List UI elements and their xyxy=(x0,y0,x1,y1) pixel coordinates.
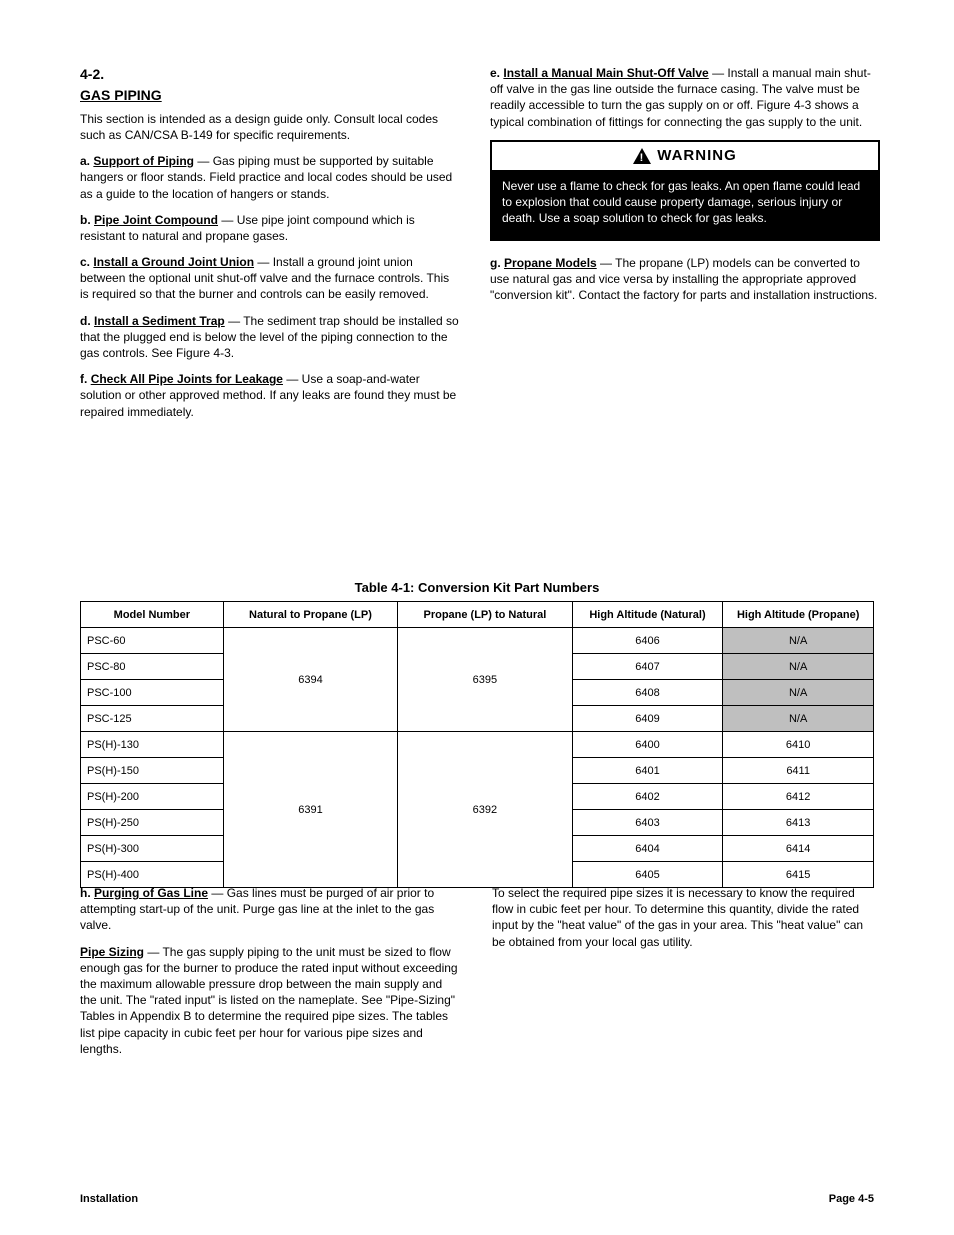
cell-model: PS(H)-300 xyxy=(81,836,224,862)
th-high-nat: High Altitude (Natural) xyxy=(572,602,723,628)
sub-g: g. Propane Models — The propane (LP) mod… xyxy=(490,255,880,304)
cell-model: PS(H)-130 xyxy=(81,732,224,758)
pipe-p2: To select the required pipe sizes it is … xyxy=(492,885,874,950)
table-body: PSC-60639463956406N/APSC-806407N/APSC-10… xyxy=(81,628,874,888)
table-header-row: Model Number Natural to Propane (LP) Pro… xyxy=(81,602,874,628)
sub-e-title: Install a Manual Main Shut-Off Valve xyxy=(503,66,708,80)
intro-para: This section is intended as a design gui… xyxy=(80,111,460,143)
warning-box: ! WARNING Never use a flame to check for… xyxy=(490,140,880,241)
cell-high-lp: N/A xyxy=(723,628,874,654)
sub-d: d. Install a Sediment Trap — The sedimen… xyxy=(80,313,460,362)
warning-label: WARNING xyxy=(657,146,737,166)
cell-model: PS(H)-250 xyxy=(81,810,224,836)
sub-f-title: Check All Pipe Joints for Leakage xyxy=(91,372,283,386)
sub-b-letter: b. xyxy=(80,213,91,227)
sub-g-title: Propane Models xyxy=(504,256,597,270)
cell-high-lp: 6412 xyxy=(723,784,874,810)
cell-high-nat: 6400 xyxy=(572,732,723,758)
sub-e: e. Install a Manual Main Shut-Off Valve … xyxy=(490,65,880,130)
sub-h-title: Purging of Gas Line xyxy=(94,886,208,900)
pipe-sizing: Pipe Sizing — The gas supply piping to t… xyxy=(80,944,462,1057)
cell-model: PS(H)-150 xyxy=(81,758,224,784)
cell-high-lp: 6414 xyxy=(723,836,874,862)
sub-c: c. Install a Ground Joint Union — Instal… xyxy=(80,254,460,303)
sub-a-title: Support of Piping xyxy=(93,154,194,168)
warning-body: Never use a flame to check for gas leaks… xyxy=(492,170,878,239)
table-title: Table 4-1: Conversion Kit Part Numbers xyxy=(80,580,874,595)
cell-high-nat: 6403 xyxy=(572,810,723,836)
sub-b-title: Pipe Joint Compound xyxy=(94,213,218,227)
right-column: e. Install a Manual Main Shut-Off Valve … xyxy=(490,65,880,313)
bottom-text: h. Purging of Gas Line — Gas lines must … xyxy=(80,885,874,1067)
sub-e-letter: e. xyxy=(490,66,500,80)
cell-high-nat: 6404 xyxy=(572,836,723,862)
warning-header: ! WARNING xyxy=(492,142,878,170)
cell-nat-to-lp: 6391 xyxy=(223,732,397,888)
footer-left: Installation xyxy=(80,1193,138,1205)
cell-high-lp: N/A xyxy=(723,654,874,680)
cell-high-lp: 6411 xyxy=(723,758,874,784)
left-column: 4-2. GAS PIPING This section is intended… xyxy=(80,65,460,430)
section-title: GAS PIPING xyxy=(80,86,460,105)
sub-d-title: Install a Sediment Trap xyxy=(94,314,225,328)
cell-model: PSC-60 xyxy=(81,628,224,654)
sub-f: f. Check All Pipe Joints for Leakage — U… xyxy=(80,371,460,420)
sub-a: a. Support of Piping — Gas piping must b… xyxy=(80,153,460,202)
sub-c-title: Install a Ground Joint Union xyxy=(93,255,254,269)
cell-high-lp: N/A xyxy=(723,680,874,706)
svg-text:!: ! xyxy=(640,152,645,164)
sub-h: h. Purging of Gas Line — Gas lines must … xyxy=(80,885,462,934)
cell-high-nat: 6405 xyxy=(572,862,723,888)
footer-right: Page 4-5 xyxy=(829,1193,874,1205)
cell-high-nat: 6401 xyxy=(572,758,723,784)
cell-model: PSC-100 xyxy=(81,680,224,706)
table-section: Table 4-1: Conversion Kit Part Numbers M… xyxy=(80,580,874,888)
th-high-lp: High Altitude (Propane) xyxy=(723,602,874,628)
sub-c-letter: c. xyxy=(80,255,90,269)
cell-lp-to-nat: 6395 xyxy=(398,628,572,732)
cell-model: PS(H)-200 xyxy=(81,784,224,810)
cell-high-nat: 6406 xyxy=(572,628,723,654)
th-nat-lp: Natural to Propane (LP) xyxy=(223,602,397,628)
cell-high-lp: 6415 xyxy=(723,862,874,888)
bottom-left: h. Purging of Gas Line — Gas lines must … xyxy=(80,885,462,1067)
cell-high-nat: 6402 xyxy=(572,784,723,810)
cell-model: PSC-125 xyxy=(81,706,224,732)
sub-d-letter: d. xyxy=(80,314,91,328)
conversion-table: Model Number Natural to Propane (LP) Pro… xyxy=(80,601,874,888)
cell-model: PS(H)-400 xyxy=(81,862,224,888)
sub-b: b. Pipe Joint Compound — Use pipe joint … xyxy=(80,212,460,244)
cell-high-nat: 6408 xyxy=(572,680,723,706)
section-number: 4-2. xyxy=(80,65,460,84)
cell-lp-to-nat: 6392 xyxy=(398,732,572,888)
cell-model: PSC-80 xyxy=(81,654,224,680)
page: 4-2. GAS PIPING This section is intended… xyxy=(0,0,954,1235)
th-lp-nat: Propane (LP) to Natural xyxy=(398,602,572,628)
sub-g-letter: g. xyxy=(490,256,501,270)
table-row: PS(H)-1306391639264006410 xyxy=(81,732,874,758)
pipe-title: Pipe Sizing xyxy=(80,945,144,959)
cell-high-lp: N/A xyxy=(723,706,874,732)
cell-high-lp: 6413 xyxy=(723,810,874,836)
cell-high-nat: 6407 xyxy=(572,654,723,680)
warning-icon: ! xyxy=(633,148,651,164)
sub-a-letter: a. xyxy=(80,154,90,168)
th-model: Model Number xyxy=(81,602,224,628)
cell-high-nat: 6409 xyxy=(572,706,723,732)
table-row: PSC-60639463956406N/A xyxy=(81,628,874,654)
sub-f-letter: f. xyxy=(80,372,87,386)
pipe-text: — The gas supply piping to the unit must… xyxy=(80,945,458,1056)
bottom-right: To select the required pipe sizes it is … xyxy=(492,885,874,1067)
page-footer: Installation Page 4-5 xyxy=(80,1193,874,1205)
cell-nat-to-lp: 6394 xyxy=(223,628,397,732)
cell-high-lp: 6410 xyxy=(723,732,874,758)
sub-h-letter: h. xyxy=(80,886,91,900)
